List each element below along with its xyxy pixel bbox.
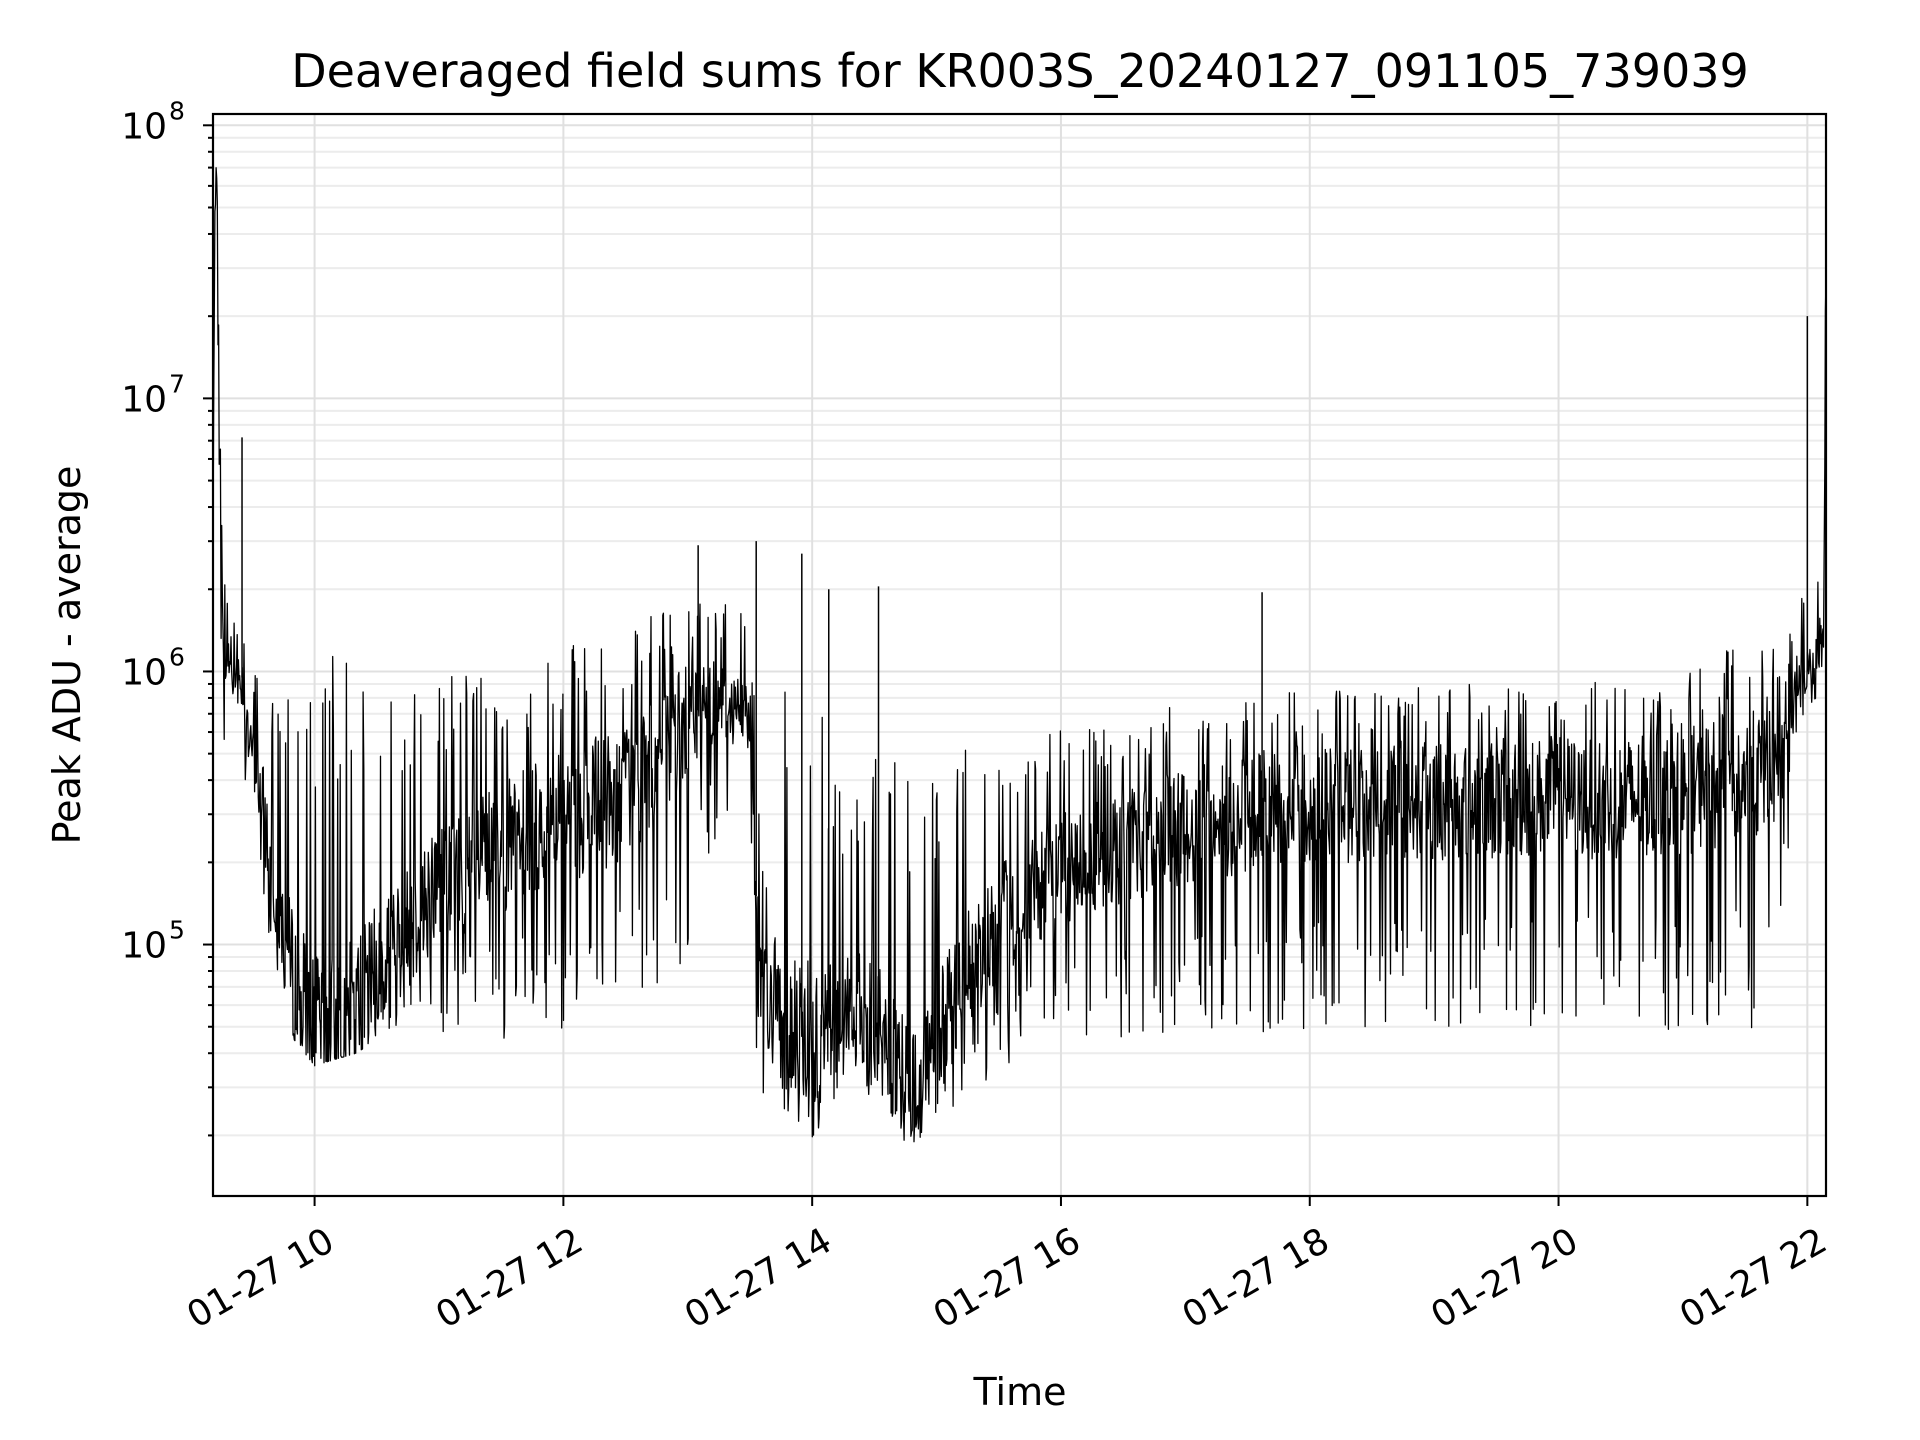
- y-tick-label: 10: [121, 379, 167, 420]
- y-axis-label: Peak ADU - average: [45, 466, 89, 845]
- series-layer: [212, 167, 1827, 1143]
- y-tick-label: 10: [121, 652, 167, 693]
- y-tick-label-exponent: 7: [169, 369, 185, 398]
- y-tick-label-exponent: 6: [169, 642, 185, 671]
- y-tick-label: 10: [121, 926, 167, 967]
- plot-frame: [211, 112, 1828, 1198]
- y-tick-label-exponent: 5: [169, 916, 185, 945]
- x-axis-label: Time: [973, 1370, 1067, 1414]
- chart-title: Deaveraged field sums for KR003S_2024012…: [291, 44, 1749, 98]
- y-tick-label: 10: [121, 106, 167, 147]
- series-line: [212, 167, 1827, 1143]
- y-tick-label-exponent: 8: [169, 96, 185, 125]
